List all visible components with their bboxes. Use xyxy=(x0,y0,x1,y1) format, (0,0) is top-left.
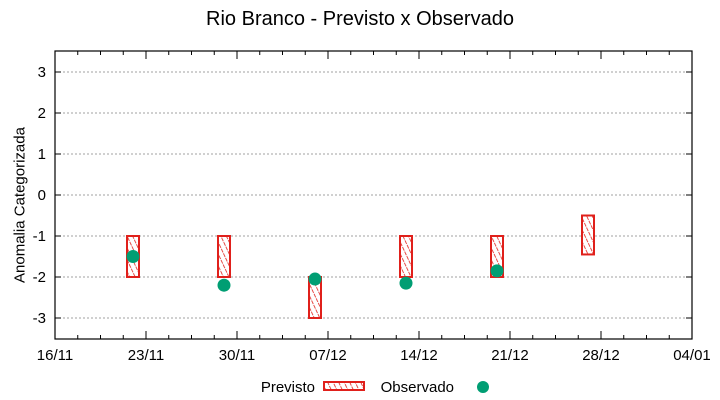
y-tick-label: 1 xyxy=(38,146,46,163)
x-axis-ticks: 16/11 23/11 30/11 07/12 14/12 21/12 28/12 04/01 xyxy=(37,51,711,364)
previsto-box xyxy=(217,235,231,278)
previsto-box xyxy=(581,214,595,256)
x-tick-label: 30/11 xyxy=(219,347,255,364)
y-axis-ticks: 3 2 1 0 -1 -2 -3 xyxy=(33,64,692,327)
y-tick-label: 3 xyxy=(38,64,46,81)
observado-series xyxy=(126,250,504,292)
observado-point xyxy=(217,278,231,292)
x-tick-label: 28/12 xyxy=(582,347,620,364)
observado-point xyxy=(308,272,322,286)
x-tick-label: 14/12 xyxy=(400,347,438,364)
legend-observado-label: Observado xyxy=(381,379,454,396)
grid-lines xyxy=(55,71,692,319)
legend-previsto-label: Previsto xyxy=(261,379,315,396)
legend: Previsto Observado xyxy=(261,379,489,396)
observado-point xyxy=(399,276,413,290)
y-tick-label: -3 xyxy=(33,310,46,327)
legend-observado-marker xyxy=(477,381,489,393)
x-tick-label: 04/01 xyxy=(673,347,711,364)
chart-title: Rio Branco - Previsto x Observado xyxy=(206,8,514,30)
y-tick-label: 0 xyxy=(38,187,46,204)
y-tick-label: 2 xyxy=(38,105,46,122)
x-tick-label: 23/11 xyxy=(128,347,164,364)
previsto-box xyxy=(399,235,413,278)
previsto-series xyxy=(126,214,595,319)
y-tick-label: -2 xyxy=(33,269,46,286)
y-tick-label: -1 xyxy=(33,228,46,245)
x-tick-label: 07/12 xyxy=(309,347,347,364)
observado-point xyxy=(126,250,140,263)
legend-previsto-swatch xyxy=(323,381,365,391)
x-tick-label: 16/11 xyxy=(37,347,73,364)
observado-point xyxy=(490,264,504,278)
x-tick-label: 21/12 xyxy=(491,347,529,364)
